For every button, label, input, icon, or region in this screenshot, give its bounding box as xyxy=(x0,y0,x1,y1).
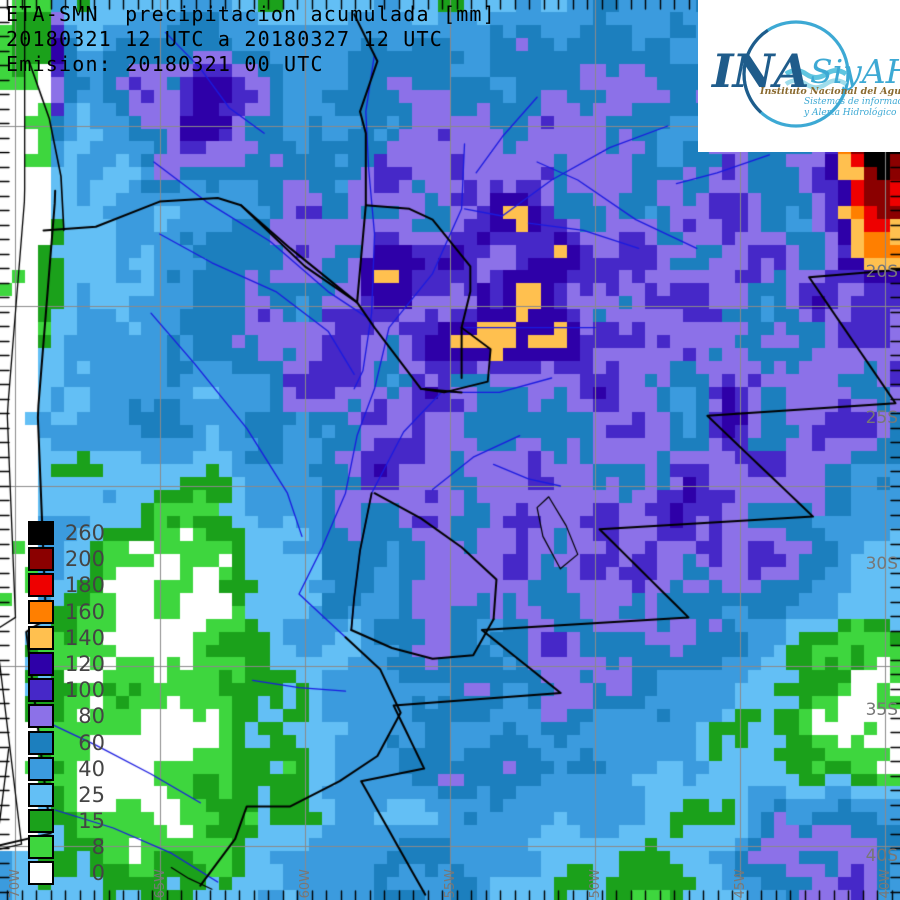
legend-swatch xyxy=(28,809,54,834)
latitude-label: 25S xyxy=(865,408,898,428)
ina-siyah-logo: INA SiyAH Instituto Nacional del Agua Si… xyxy=(698,0,900,152)
legend-label: 260 xyxy=(64,521,105,545)
legend-label: 200 xyxy=(64,547,105,572)
latitude-label: 20S xyxy=(865,262,898,282)
legend-swatch xyxy=(28,756,54,781)
legend-swatch xyxy=(28,625,54,650)
legend-label: 60 xyxy=(78,730,105,755)
longitude-label: 70W xyxy=(8,868,23,898)
longitude-label: 50W xyxy=(588,868,603,898)
legend-swatch xyxy=(28,599,54,624)
longitude-label: 55W xyxy=(443,868,458,898)
legend-swatch xyxy=(28,547,54,572)
legend-label: 140 xyxy=(64,625,105,650)
legend-label: 80 xyxy=(78,704,105,729)
legend-swatch xyxy=(28,521,54,545)
latitude-label: 35S xyxy=(865,700,898,720)
logo-subtitle-institute: Instituto Nacional del Agua xyxy=(760,86,900,97)
legend-label: 100 xyxy=(64,678,105,703)
legend-swatch xyxy=(28,782,54,807)
legend-label: 180 xyxy=(64,573,105,598)
legend-label: 8 xyxy=(91,835,105,860)
legend-label: 0 xyxy=(91,861,105,886)
latitude-label: 30S xyxy=(865,554,898,574)
legend-swatch xyxy=(28,704,54,729)
legend-label: 25 xyxy=(78,782,105,807)
logo-text-ina: INA xyxy=(712,44,809,98)
legend-swatch xyxy=(28,730,54,755)
longitude-label: 60W xyxy=(298,868,313,898)
latitude-label: 40S xyxy=(865,846,898,866)
legend-swatch xyxy=(28,861,54,886)
logo-text-siyah: SiyAH xyxy=(810,52,900,91)
legend-swatch xyxy=(28,573,54,598)
legend-label: 160 xyxy=(64,599,105,624)
longitude-label: 45W xyxy=(733,868,748,898)
logo-graphic xyxy=(742,20,850,128)
longitude-label: 65W xyxy=(153,868,168,898)
legend-label: 15 xyxy=(78,809,105,834)
legend-swatch xyxy=(28,651,54,676)
longitude-label: 40W xyxy=(878,868,893,898)
legend-swatch xyxy=(28,678,54,703)
legend-label: 40 xyxy=(78,756,105,781)
legend-label: 120 xyxy=(64,651,105,676)
logo-subtitle-system: Sistemas de informacióny Alerta Hidrológ… xyxy=(804,97,900,118)
legend-swatch xyxy=(28,835,54,860)
